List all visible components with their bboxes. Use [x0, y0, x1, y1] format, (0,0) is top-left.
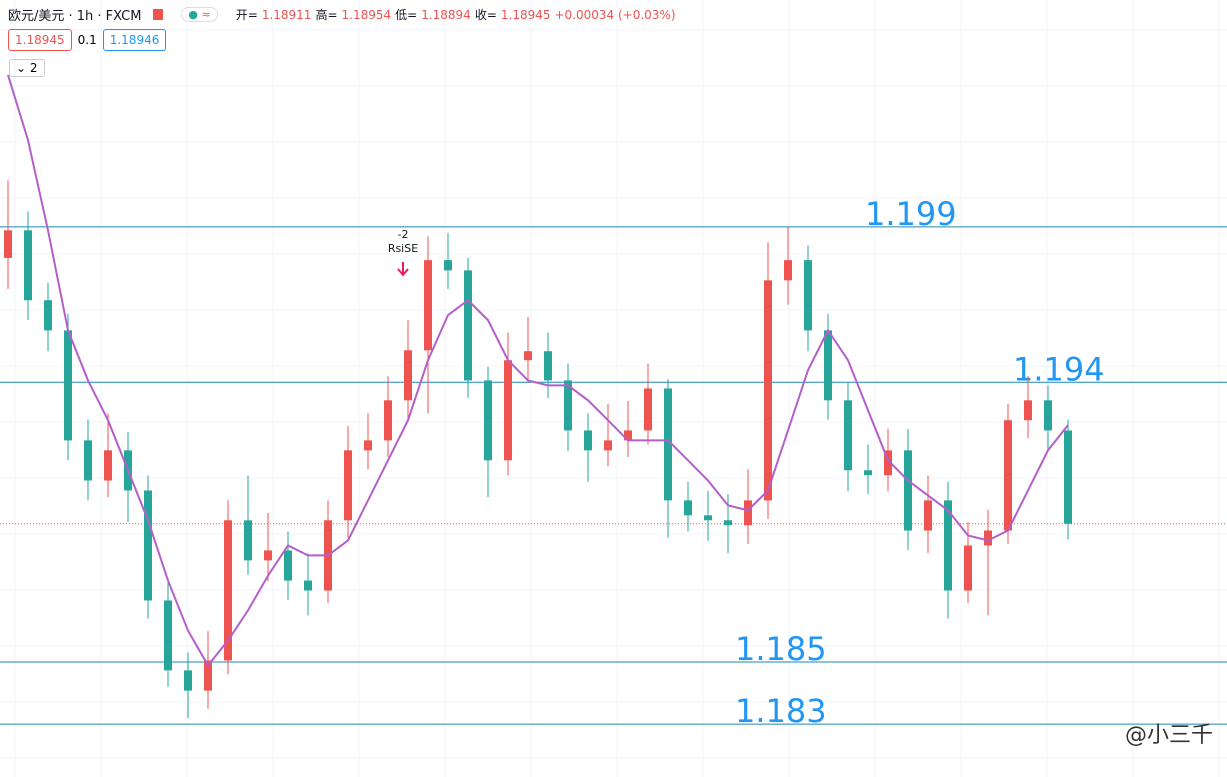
candle-body	[384, 400, 392, 441]
candle-body	[224, 520, 232, 661]
quote-row: 1.18945 0.1 1.18946	[8, 29, 167, 51]
candle-body	[304, 580, 312, 591]
low: 1.18894	[421, 7, 471, 22]
candle-body	[1004, 420, 1012, 531]
candle-body	[44, 300, 52, 331]
candle-body	[364, 440, 372, 451]
candle-body	[4, 230, 12, 258]
signal-arrow	[397, 262, 409, 277]
candle-body	[184, 670, 192, 691]
candle-body	[344, 450, 352, 521]
candle-body	[724, 520, 732, 526]
candle-body	[544, 351, 552, 381]
candle-body	[204, 660, 212, 691]
low-label: 低=	[395, 8, 418, 22]
flag	[153, 9, 164, 20]
candle-body	[464, 270, 472, 381]
candle-body	[1044, 400, 1052, 431]
candle-body	[604, 440, 612, 451]
candle-body	[1064, 430, 1072, 524]
candle-body	[424, 260, 432, 351]
open: 1.18911	[261, 7, 312, 22]
candle-body	[284, 550, 292, 581]
candle-body	[444, 260, 452, 271]
candle-body	[784, 260, 792, 281]
candle-body	[664, 388, 672, 501]
candle-body	[764, 280, 772, 501]
change: +0.00034 (+0.03%)	[554, 7, 676, 22]
level-label: 1.185	[735, 630, 827, 668]
candle-body	[1024, 400, 1032, 421]
status[interactable]: ● ≈	[181, 7, 218, 22]
ask[interactable]: 1.18946	[102, 29, 167, 51]
candle-body	[984, 530, 992, 546]
candle-body	[864, 470, 872, 476]
signal-value: -2	[398, 228, 409, 241]
candle-body	[64, 330, 72, 441]
spread: 0.1	[77, 33, 97, 47]
level-label: 1.194	[1013, 350, 1105, 388]
high-label: 高=	[315, 8, 338, 22]
indicator-toggle[interactable]: ⌄ 2	[9, 59, 45, 77]
candle-body	[924, 500, 932, 531]
close: 1.18945	[500, 7, 551, 22]
candle-body	[244, 520, 252, 561]
high: 1.18954	[341, 7, 392, 22]
symbol: 欧元/美元 · 1h · FXCM	[8, 9, 142, 24]
bid[interactable]: 1.18945	[8, 29, 72, 51]
watermark: @小三千	[1124, 723, 1213, 748]
candle-body	[744, 500, 752, 526]
candle-body	[884, 450, 892, 476]
candle-body	[624, 430, 632, 441]
candle-body	[164, 600, 172, 671]
close-label: 收=	[474, 8, 497, 22]
candle-body	[904, 450, 912, 531]
candle-body	[844, 400, 852, 471]
candle-body	[804, 260, 812, 331]
candle-body	[504, 360, 512, 461]
candle-body	[264, 550, 272, 561]
indicator-count: 2	[29, 61, 38, 75]
legend-header: 欧元/美元 · 1h · FXCM ● ≈ 开= 1.18911 高= 1.1895…	[8, 5, 676, 24]
candle-body	[824, 330, 832, 401]
candle-body	[944, 500, 952, 591]
candle-body	[584, 430, 592, 451]
ma-line	[7, 74, 1069, 668]
candle-body	[524, 351, 532, 361]
open-label: 开=	[235, 8, 258, 22]
level-label: 1.183	[735, 692, 827, 730]
candle-body	[644, 388, 652, 431]
candle-body	[564, 380, 572, 431]
candle-body	[24, 230, 32, 301]
candle-body	[84, 440, 92, 481]
candle-body	[964, 545, 972, 591]
candle-body	[684, 500, 692, 516]
signal-name: RsiSE	[388, 242, 418, 255]
candle-body	[404, 350, 412, 401]
level-label: 1.199	[865, 195, 957, 233]
candle-body	[144, 490, 152, 601]
candle-body	[704, 515, 712, 521]
candle-body	[104, 450, 112, 481]
candle-body	[484, 380, 492, 461]
